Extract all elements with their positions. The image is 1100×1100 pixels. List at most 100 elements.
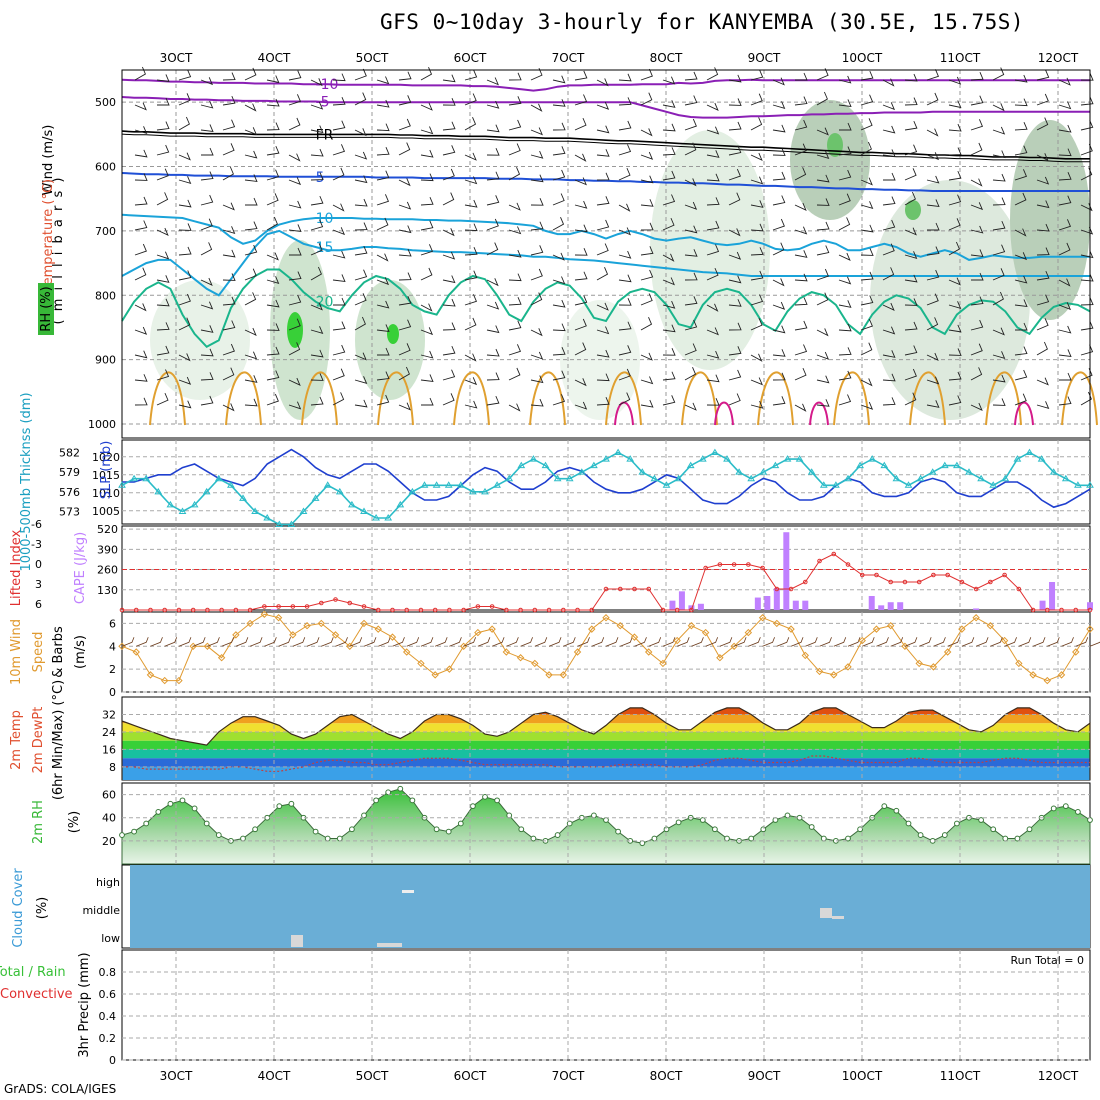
wind-barb bbox=[310, 373, 324, 381]
wind-barb bbox=[222, 95, 236, 106]
wind-barb bbox=[596, 396, 610, 406]
wind-barb-10m bbox=[805, 637, 818, 647]
temp-contour-25 bbox=[225, 371, 262, 426]
wind-barb bbox=[530, 328, 543, 337]
wind-barb bbox=[948, 395, 962, 406]
wind-barb bbox=[354, 376, 368, 385]
upper-y-tick: 600 bbox=[95, 161, 116, 174]
rh-marker bbox=[433, 826, 440, 833]
precip-tick: 0.8 bbox=[99, 966, 117, 979]
temp-band bbox=[122, 766, 1090, 780]
wind-barb bbox=[442, 145, 456, 156]
thickness-marker bbox=[360, 507, 368, 514]
wind-barb-10m bbox=[762, 637, 775, 647]
wind-barb bbox=[1036, 70, 1050, 81]
wind-marker bbox=[274, 614, 283, 622]
wind-barb bbox=[596, 349, 610, 358]
li-marker bbox=[461, 607, 466, 613]
wind-barb bbox=[970, 119, 984, 131]
wind-barb-10m bbox=[506, 637, 519, 647]
wind-barb bbox=[486, 348, 500, 357]
li-marker bbox=[475, 604, 481, 609]
wind-barb bbox=[750, 317, 763, 331]
wind-barb bbox=[706, 350, 720, 359]
wind-barb bbox=[640, 222, 654, 231]
wind-barb bbox=[640, 317, 653, 331]
thickness-marker bbox=[771, 461, 780, 469]
wind-barb bbox=[310, 172, 324, 181]
li-marker bbox=[262, 604, 267, 609]
wind-marker bbox=[701, 628, 710, 637]
li-marker bbox=[874, 572, 879, 578]
wind-barb bbox=[1015, 322, 1028, 331]
wind-barb bbox=[927, 222, 940, 231]
precip-tick: 0.4 bbox=[99, 1010, 117, 1023]
wind-marker bbox=[1057, 671, 1066, 679]
thickness-marker bbox=[299, 507, 308, 514]
wind-barb-10m bbox=[491, 637, 505, 647]
wind-barb bbox=[508, 249, 522, 258]
wind-barb bbox=[992, 126, 1006, 135]
temp-contour bbox=[121, 96, 1090, 119]
wind-barb bbox=[266, 122, 280, 131]
rh-marker bbox=[905, 820, 912, 827]
wind-barb bbox=[904, 227, 917, 236]
wind-barb bbox=[530, 268, 543, 281]
wind-barb bbox=[882, 78, 895, 87]
wind-barb bbox=[530, 198, 544, 206]
thickness-marker bbox=[263, 514, 272, 521]
rh-marker bbox=[349, 826, 355, 833]
wind-barb bbox=[310, 326, 324, 335]
li-marker bbox=[1044, 607, 1050, 613]
li-marker bbox=[432, 607, 438, 613]
panel-frame bbox=[121, 949, 1091, 1061]
wind-barb bbox=[640, 376, 654, 385]
rh-ylabel-2: (%) bbox=[67, 811, 82, 834]
wind-barbs bbox=[134, 66, 1094, 412]
wind-barb bbox=[838, 370, 852, 381]
wind-barb bbox=[794, 320, 808, 331]
thickness-marker bbox=[384, 514, 393, 521]
li-marker bbox=[931, 572, 936, 578]
wind-barb bbox=[464, 223, 478, 232]
thickness-marker bbox=[335, 487, 344, 495]
wind-barb bbox=[706, 327, 719, 336]
wind-marker bbox=[1000, 636, 1009, 645]
thickness-marker bbox=[904, 481, 913, 488]
wind-barb bbox=[728, 299, 742, 307]
wind-barb-10m bbox=[548, 637, 562, 647]
cape-bar bbox=[1049, 582, 1056, 610]
wind-barb bbox=[1080, 273, 1094, 282]
thickness-marker bbox=[408, 487, 417, 495]
wind-barb bbox=[178, 223, 192, 231]
rh-tick: 60 bbox=[102, 789, 116, 802]
wind-barb-10m bbox=[1018, 637, 1032, 647]
wind-barb bbox=[200, 277, 213, 286]
wind-barb bbox=[860, 248, 874, 256]
wind-barb bbox=[178, 199, 192, 208]
li-marker bbox=[333, 597, 338, 602]
thickness-marker bbox=[868, 455, 877, 462]
rh-marker bbox=[990, 826, 997, 833]
wind-marker bbox=[787, 625, 795, 633]
wind-marker bbox=[175, 676, 183, 685]
wind-barb-10m bbox=[449, 637, 462, 647]
wind-barb bbox=[134, 350, 148, 359]
li-marker bbox=[119, 607, 125, 613]
wind-barb bbox=[552, 252, 565, 261]
temp-band bbox=[122, 758, 1090, 767]
rh-marker bbox=[312, 828, 319, 835]
wind-barb bbox=[948, 277, 961, 286]
rh-marker bbox=[155, 809, 162, 815]
wind-barb bbox=[442, 228, 455, 237]
thickness-marker bbox=[154, 487, 163, 495]
wind-barb bbox=[486, 148, 500, 156]
wind-barb bbox=[948, 100, 962, 109]
wind-barb bbox=[926, 376, 940, 385]
rh-marker bbox=[784, 812, 791, 819]
run-total-label: Run Total = 0 bbox=[1011, 954, 1085, 967]
wind-barb bbox=[662, 170, 676, 181]
contour-label: 20 bbox=[316, 295, 334, 311]
thickness-marker bbox=[638, 468, 647, 475]
